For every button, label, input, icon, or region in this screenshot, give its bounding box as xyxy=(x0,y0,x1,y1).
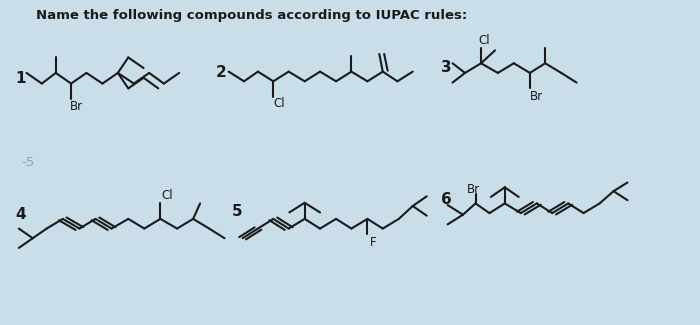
Text: Cl: Cl xyxy=(479,33,491,46)
Text: 4: 4 xyxy=(15,207,26,222)
Text: 3: 3 xyxy=(441,60,452,75)
Text: Br: Br xyxy=(467,183,480,196)
Text: Cl: Cl xyxy=(162,189,173,202)
Text: Br: Br xyxy=(531,90,543,103)
Text: F: F xyxy=(370,236,377,249)
Text: Cl: Cl xyxy=(273,98,285,111)
Text: 5: 5 xyxy=(232,204,242,219)
Text: Br: Br xyxy=(70,100,83,113)
Text: -5: -5 xyxy=(21,156,34,169)
Text: 6: 6 xyxy=(441,192,452,207)
Text: 1: 1 xyxy=(15,71,26,86)
Text: Name the following compounds according to IUPAC rules:: Name the following compounds according t… xyxy=(36,9,468,22)
Text: 2: 2 xyxy=(216,65,226,80)
